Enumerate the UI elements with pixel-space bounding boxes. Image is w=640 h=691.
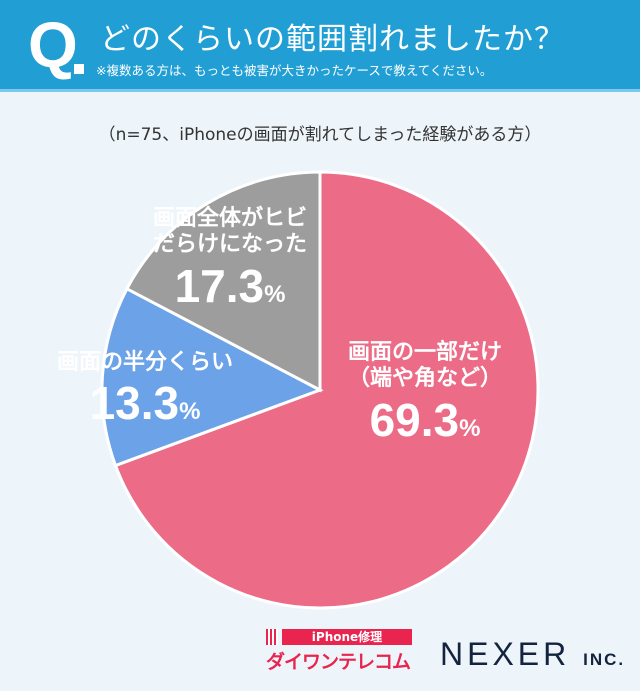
logo-top-text: iPhone修理	[282, 629, 412, 645]
slice-2-line-1: 画面全体がヒビ	[152, 206, 307, 231]
slice-2-pct: 17.3%	[174, 259, 286, 312]
slice-1-pct: 13.3%	[89, 377, 201, 430]
pie-slice-2	[124, 170, 322, 393]
label-slice-0: 画面の一部だけ （端や角など） 69.3%	[330, 340, 520, 448]
q-dot	[74, 64, 84, 74]
pie-slice-1	[100, 286, 324, 468]
nexer-suffix: INC.	[583, 650, 626, 669]
logo-bottom-text: ダイワンテレコム	[266, 651, 411, 673]
q-mark: Q	[28, 9, 78, 81]
slice-2-line-2: だらけになった	[152, 232, 307, 258]
slice-0-line-1: 画面の一部だけ	[347, 340, 502, 365]
nexer-text: NEXER	[440, 636, 571, 672]
question-title: どのくらいの範囲割れましたか？	[100, 22, 565, 57]
slice-1-line-1: 画面の半分くらい	[56, 350, 233, 375]
slice-0-pct: 69.3%	[369, 393, 481, 446]
label-slice-1: 画面の半分くらい 13.3%	[40, 350, 250, 432]
pie-slice-0	[113, 170, 540, 610]
logo-stripes	[266, 629, 278, 645]
header: Q どのくらいの範囲割れましたか？ ※複数ある方は、もっとも被害が大きかったケー…	[0, 0, 640, 92]
daiwan-telecom-logo: iPhone修理 ダイワンテレコム	[266, 629, 412, 673]
nexer-logo: NEXER INC.	[440, 636, 625, 673]
label-slice-2: 画面全体がヒビ だらけになった 17.3%	[140, 206, 320, 314]
slice-0-line-2: （端や角など）	[347, 366, 502, 392]
sample-note: （n=75、iPhoneの画面が割れてしまった経験がある方）	[98, 125, 542, 145]
question-note: ※複数ある方は、もっとも被害が大きかったケースで教えてください。	[96, 63, 493, 78]
